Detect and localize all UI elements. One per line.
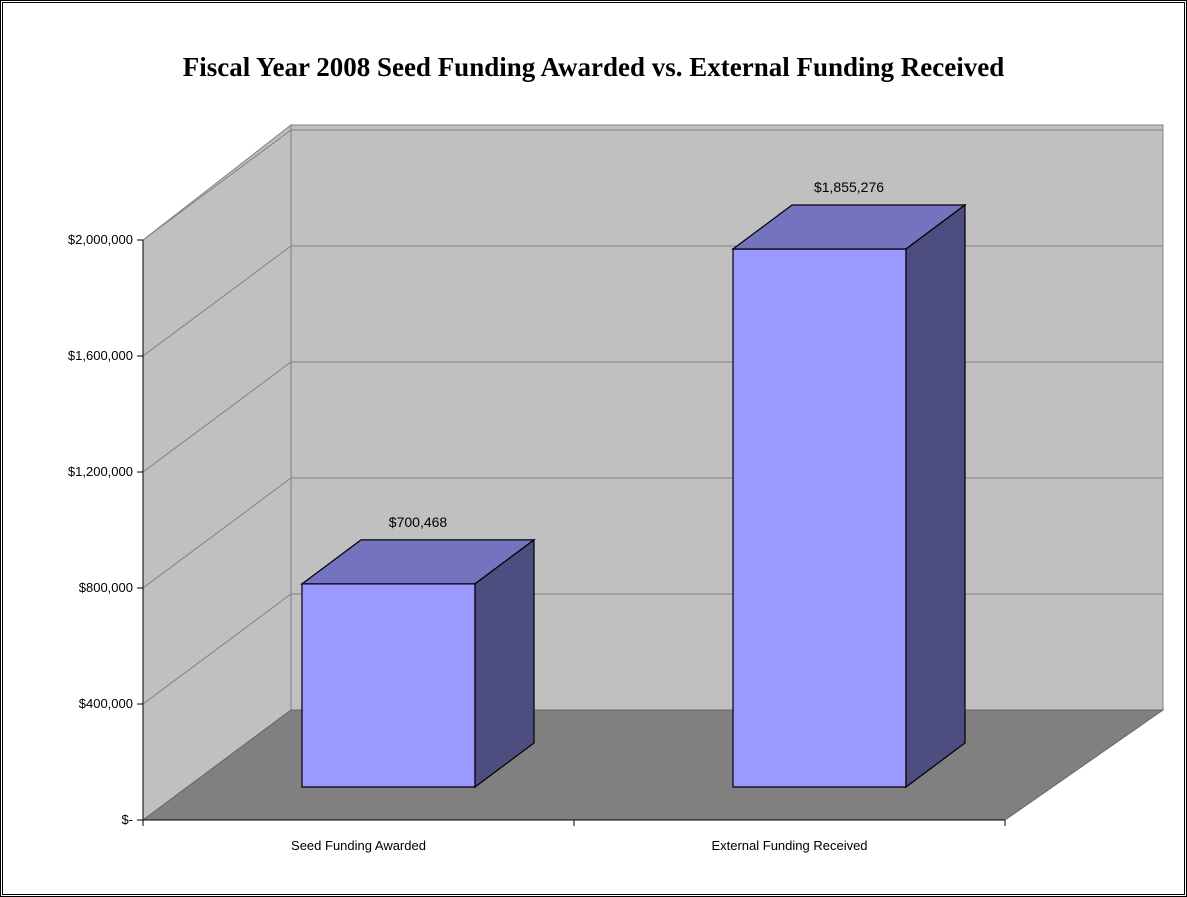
- bar-value-label: $700,468: [389, 514, 448, 530]
- y-tick-label: $2,000,000: [68, 232, 133, 247]
- chart-axes: $- $400,000 $800,000 $1,200,000 $1,600,000 $2…: [68, 232, 1006, 853]
- x-tick-label: External Funding Received: [711, 838, 867, 853]
- gridline-side: [142, 361, 292, 473]
- bar-side: [905, 203, 966, 789]
- y-tick-label: $800,000: [79, 580, 133, 595]
- y-tick-label: $1,600,000: [68, 348, 133, 363]
- gridline-side: [142, 129, 292, 241]
- y-tick-label: $-: [121, 812, 133, 827]
- floor: [141, 709, 1165, 821]
- y-tick-label: $400,000: [79, 696, 133, 711]
- bar-side: [474, 538, 535, 789]
- x-tick-label: Seed Funding Awarded: [291, 838, 426, 853]
- bar-front: [732, 248, 907, 788]
- chart-bars: [300, 203, 967, 789]
- chart-title: Fiscal Year 2008 Seed Funding Awarded vs…: [182, 52, 1005, 82]
- bar-front: [301, 583, 476, 788]
- gridline-side: [142, 477, 292, 589]
- gridline-side: [142, 593, 292, 705]
- chart-walls: [141, 123, 1165, 821]
- bar-value-label: $1,855,276: [814, 179, 884, 195]
- gridline-side: [142, 245, 292, 357]
- y-tick-label: $1,200,000: [68, 464, 133, 479]
- chart-labels: $700,468 $1,855,276: [389, 179, 884, 530]
- side-wall: [142, 123, 292, 821]
